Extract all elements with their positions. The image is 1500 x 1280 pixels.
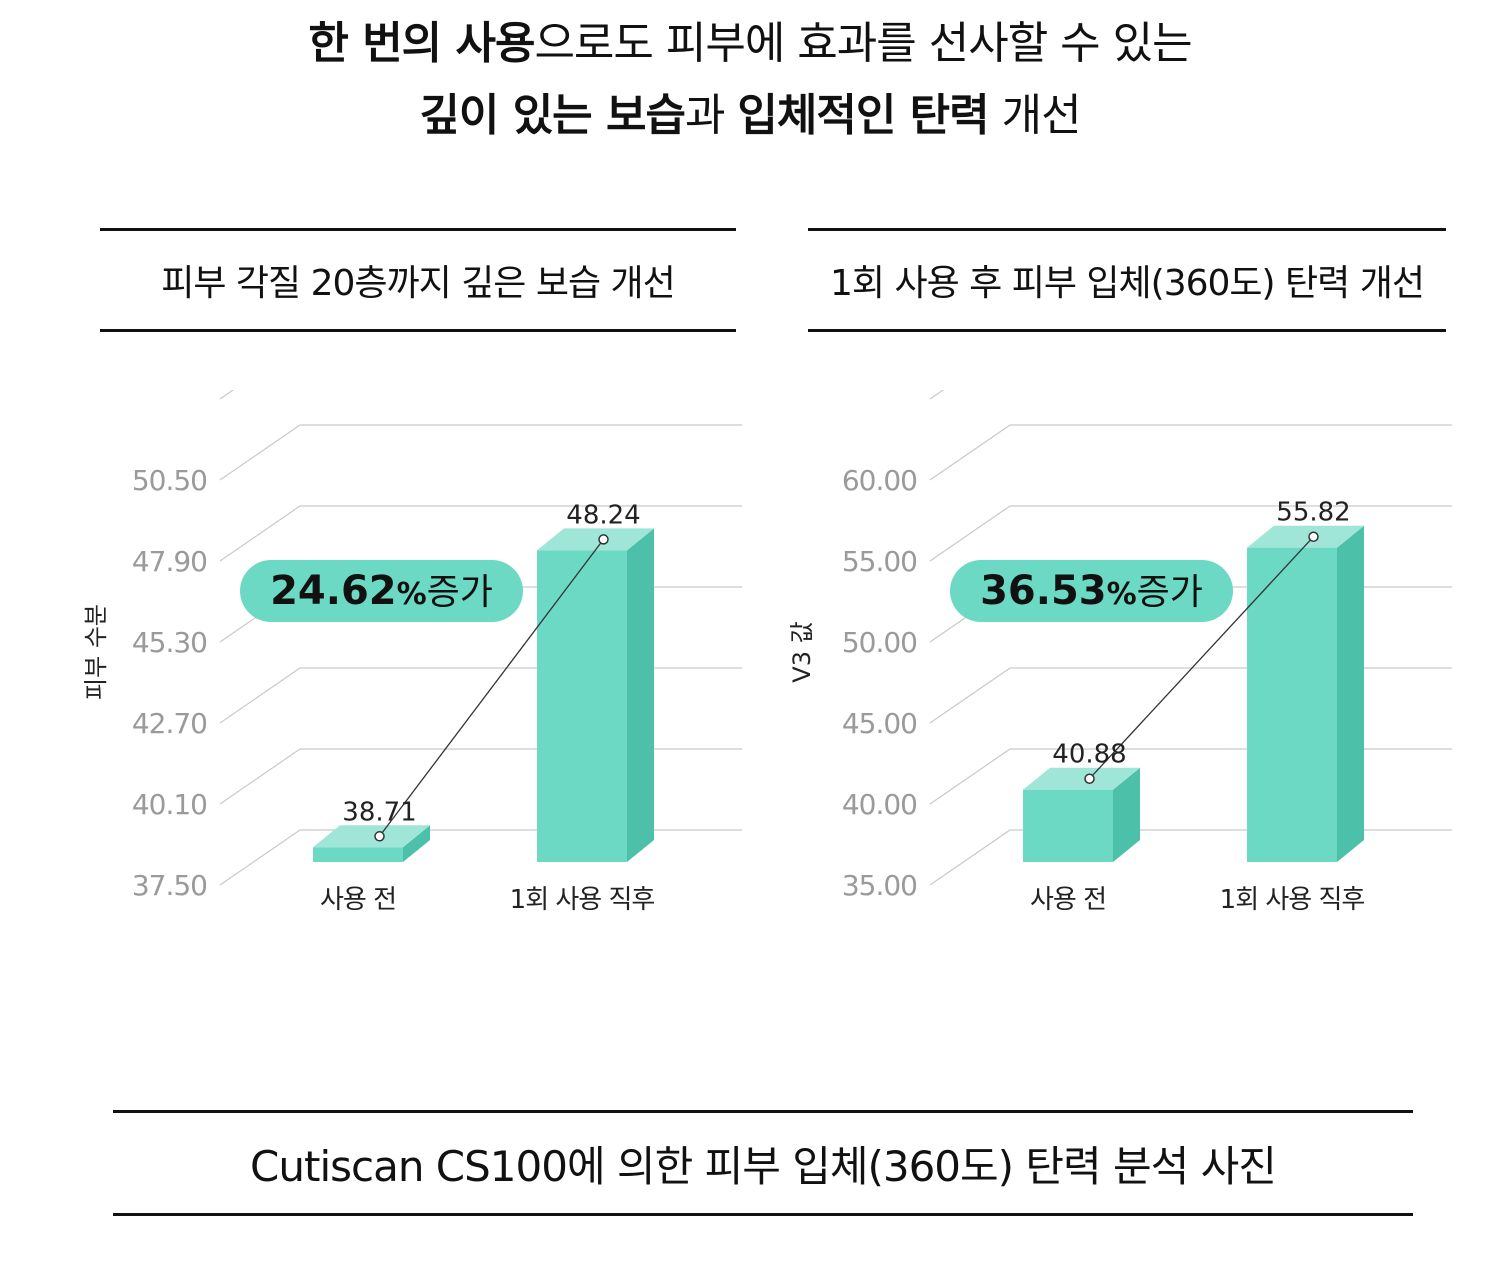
bar-top bbox=[313, 825, 430, 848]
badge-unit: % bbox=[1107, 577, 1137, 612]
y-axis-label: 피부 수분 bbox=[82, 604, 110, 700]
headline-line-2: 깊이 있는 보습과 입체적인 탄력 개선 bbox=[0, 86, 1500, 146]
y-tick-label: 50.50 bbox=[132, 464, 207, 497]
y-tick-label: 45.30 bbox=[132, 626, 207, 659]
badge-text: 36.53%증가 bbox=[980, 568, 1203, 614]
grid-diagonal bbox=[219, 390, 235, 400]
badge-value: 36.53 bbox=[980, 568, 1107, 614]
line2-segment: 개선 bbox=[988, 90, 1082, 141]
x-tick-label: 1회 사용 직후 bbox=[510, 885, 655, 915]
bar-side bbox=[403, 825, 430, 862]
value-dot bbox=[598, 534, 609, 545]
badge-background bbox=[240, 560, 523, 622]
y-tick-label: 35.00 bbox=[842, 869, 917, 902]
bar-top bbox=[1247, 525, 1364, 548]
increase-badge: 36.53%증가 bbox=[950, 560, 1233, 622]
grid-diagonal bbox=[929, 748, 1011, 805]
bar-side bbox=[627, 528, 654, 862]
badge-value: 24.62 bbox=[270, 568, 397, 614]
bar-side bbox=[1337, 525, 1364, 862]
increase-badge: 24.62%증가 bbox=[240, 560, 523, 622]
y-tick-label: 42.70 bbox=[132, 707, 207, 740]
y-tick-label: 60.00 bbox=[842, 464, 917, 497]
grid-diagonal bbox=[219, 505, 301, 562]
bar-front bbox=[313, 847, 403, 862]
value-dot bbox=[374, 831, 385, 842]
bar-side bbox=[1113, 767, 1140, 862]
grid-diagonal bbox=[929, 505, 1011, 562]
grid-diagonal bbox=[929, 829, 1011, 886]
x-tick-label: 1회 사용 직후 bbox=[1220, 885, 1365, 915]
badge-background bbox=[950, 560, 1233, 622]
chart-1-title: 피부 각질 20층까지 깊은 보습 개선 bbox=[100, 228, 736, 332]
headline-line-1: 한 번의 사용으로도 피부에 효과를 선사할 수 있는 bbox=[0, 14, 1500, 74]
x-tick-label: 사용 전 bbox=[320, 885, 396, 915]
grid-diagonal bbox=[219, 829, 301, 886]
line1-segment: 한 번의 사용 bbox=[308, 18, 535, 69]
y-tick-label: 45.00 bbox=[842, 707, 917, 740]
badge-text: 24.62%증가 bbox=[270, 568, 493, 614]
line2-segment: 입체적인 탄력 bbox=[737, 90, 989, 141]
grid-diagonal bbox=[929, 667, 1011, 724]
line2-segment: 과 bbox=[684, 90, 738, 141]
grid-diagonal bbox=[219, 748, 301, 805]
grid-diagonal bbox=[219, 667, 301, 724]
grid-diagonal bbox=[219, 424, 301, 481]
line2-segment: 깊이 있는 보습 bbox=[419, 90, 686, 141]
badge-suffix: 증가 bbox=[1137, 572, 1203, 613]
bar-top bbox=[537, 528, 654, 551]
bar-front bbox=[537, 550, 627, 862]
elasticity-chart: 35.00 40.00 45.00 50.00 55.00 60.00 V3 값사용 전 1회… bbox=[788, 390, 1452, 915]
badge-suffix: 증가 bbox=[427, 572, 493, 613]
trend-line bbox=[378, 539, 605, 837]
y-tick-label: 47.90 bbox=[132, 545, 207, 578]
bar-front bbox=[1023, 789, 1113, 862]
y-axis-label: V3 값 bbox=[788, 621, 816, 682]
bar-top bbox=[1023, 767, 1140, 790]
value-dot bbox=[1308, 531, 1319, 542]
bar-front bbox=[1247, 547, 1337, 862]
y-tick-label: 50.00 bbox=[842, 626, 917, 659]
bar-2 bbox=[537, 528, 654, 862]
data-label: 55.82 bbox=[1276, 498, 1350, 528]
x-tick-label: 사용 전 bbox=[1030, 885, 1106, 915]
line1-segment: 으로도 피부에 효과를 선사할 수 있는 bbox=[534, 18, 1192, 69]
data-label: 38.71 bbox=[342, 797, 416, 827]
footer-caption: Cutiscan CS100에 의한 피부 입체(360도) 탄력 분석 사진 bbox=[113, 1110, 1413, 1216]
value-dot bbox=[1084, 773, 1095, 784]
y-tick-label: 40.00 bbox=[842, 788, 917, 821]
grid-diagonal bbox=[929, 390, 945, 400]
bar-1 bbox=[1023, 767, 1140, 862]
data-label: 40.88 bbox=[1052, 740, 1126, 770]
y-tick-label: 55.00 bbox=[842, 545, 917, 578]
bar-2 bbox=[1247, 525, 1364, 862]
trend-line bbox=[1089, 536, 1314, 780]
y-tick-label: 40.10 bbox=[132, 788, 207, 821]
grid-diagonal bbox=[929, 424, 1011, 481]
y-tick-label: 37.50 bbox=[132, 869, 207, 902]
badge-unit: % bbox=[397, 577, 427, 612]
bar-1 bbox=[313, 825, 430, 862]
chart-2-title: 1회 사용 후 피부 입체(360도) 탄력 개선 bbox=[808, 228, 1446, 332]
data-label: 48.24 bbox=[566, 500, 640, 530]
